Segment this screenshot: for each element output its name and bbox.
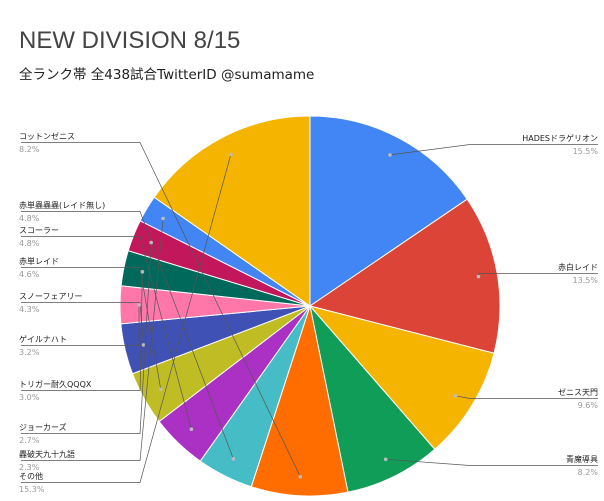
slice-value-label: 4.3% — [19, 305, 40, 314]
slice-value-label: 4.6% — [19, 270, 40, 279]
slice-label: 赤単レイド — [19, 256, 59, 266]
leader-line — [21, 218, 164, 461]
leader-line — [21, 242, 152, 434]
slice-value-label: 4.8% — [19, 239, 40, 248]
slice-value-label: 9.6% — [578, 401, 599, 410]
pie-slices — [119, 115, 501, 497]
leader-dot — [141, 343, 146, 347]
leader-dot — [298, 474, 303, 479]
slice-value-label: 3.2% — [19, 348, 40, 357]
slice-value-label: 8.2% — [19, 145, 40, 154]
slice-label: その他 — [19, 471, 43, 481]
leader-line — [21, 267, 162, 390]
slice-value-label: 8.2% — [578, 468, 599, 477]
slice-label: コットンゼニス — [19, 131, 75, 141]
slice-label: スコーラー — [19, 226, 59, 235]
leader-line — [21, 236, 192, 430]
leader-dot — [476, 274, 481, 279]
chart-title: NEW DIVISION 8/15 — [19, 27, 241, 54]
slice-3 — [308, 305, 495, 451]
leader-line — [21, 304, 140, 346]
leader-line — [385, 458, 598, 466]
leader-dot — [137, 303, 141, 307]
leader-dot — [158, 387, 163, 392]
slice-4 — [309, 304, 436, 493]
slice-label: ジョーカーズ — [19, 422, 67, 432]
slice-label: 赤単蟲蟲蟲(レイド無し) — [19, 200, 105, 210]
leader-dot — [161, 216, 165, 221]
leader-line — [21, 302, 144, 345]
leader-line — [389, 144, 598, 156]
slice-value-label: 4.8% — [19, 214, 40, 223]
slice-value-label: 3.0% — [19, 393, 40, 402]
slice-label: スノーフェアリー — [19, 292, 83, 301]
slice-value-label: 13.5% — [573, 276, 599, 285]
slice-label: 青魔導具 — [566, 454, 598, 464]
slice-1 — [309, 115, 468, 307]
slice-label: トリガー耐久QQQX — [19, 379, 92, 389]
leader-dot — [189, 427, 194, 432]
leader-dot — [149, 240, 153, 245]
slice-14 — [153, 115, 311, 307]
leader-line — [455, 395, 598, 399]
slice-5 — [250, 304, 349, 497]
leader-dot — [453, 394, 458, 398]
slice-label: ゼニス天門 — [558, 387, 598, 397]
pie-labels: HADESドラゲリオン 15.5% 赤白レイド 13.5% ゼニス天門 9.6% 青魔導具 8… — [19, 131, 598, 494]
leader-line — [21, 154, 232, 483]
leader-dot — [388, 153, 392, 157]
slice-value-label: 15.5% — [573, 147, 599, 156]
chart-subtitle: 全ランク帯 全438試合TwitterID @sumamame — [19, 67, 315, 83]
slice-value-label: 2.3% — [19, 463, 40, 472]
leader-dot — [229, 152, 233, 157]
leader-dot — [231, 457, 236, 461]
slice-label: ゲイルナハト — [19, 334, 67, 344]
leader-dot — [383, 457, 388, 462]
slice-label: 赤白レイド — [558, 262, 598, 272]
slice-label: HADESドラゲリオン — [522, 133, 598, 143]
slice-value-label: 15.3% — [19, 485, 45, 494]
slice-value-label: 2.7% — [19, 436, 40, 445]
leader-line — [21, 142, 301, 477]
leader-line — [21, 211, 234, 459]
slice-label: 轟破天九十九語 — [19, 449, 75, 459]
leader-dot — [140, 270, 145, 274]
leader-line — [21, 271, 143, 391]
